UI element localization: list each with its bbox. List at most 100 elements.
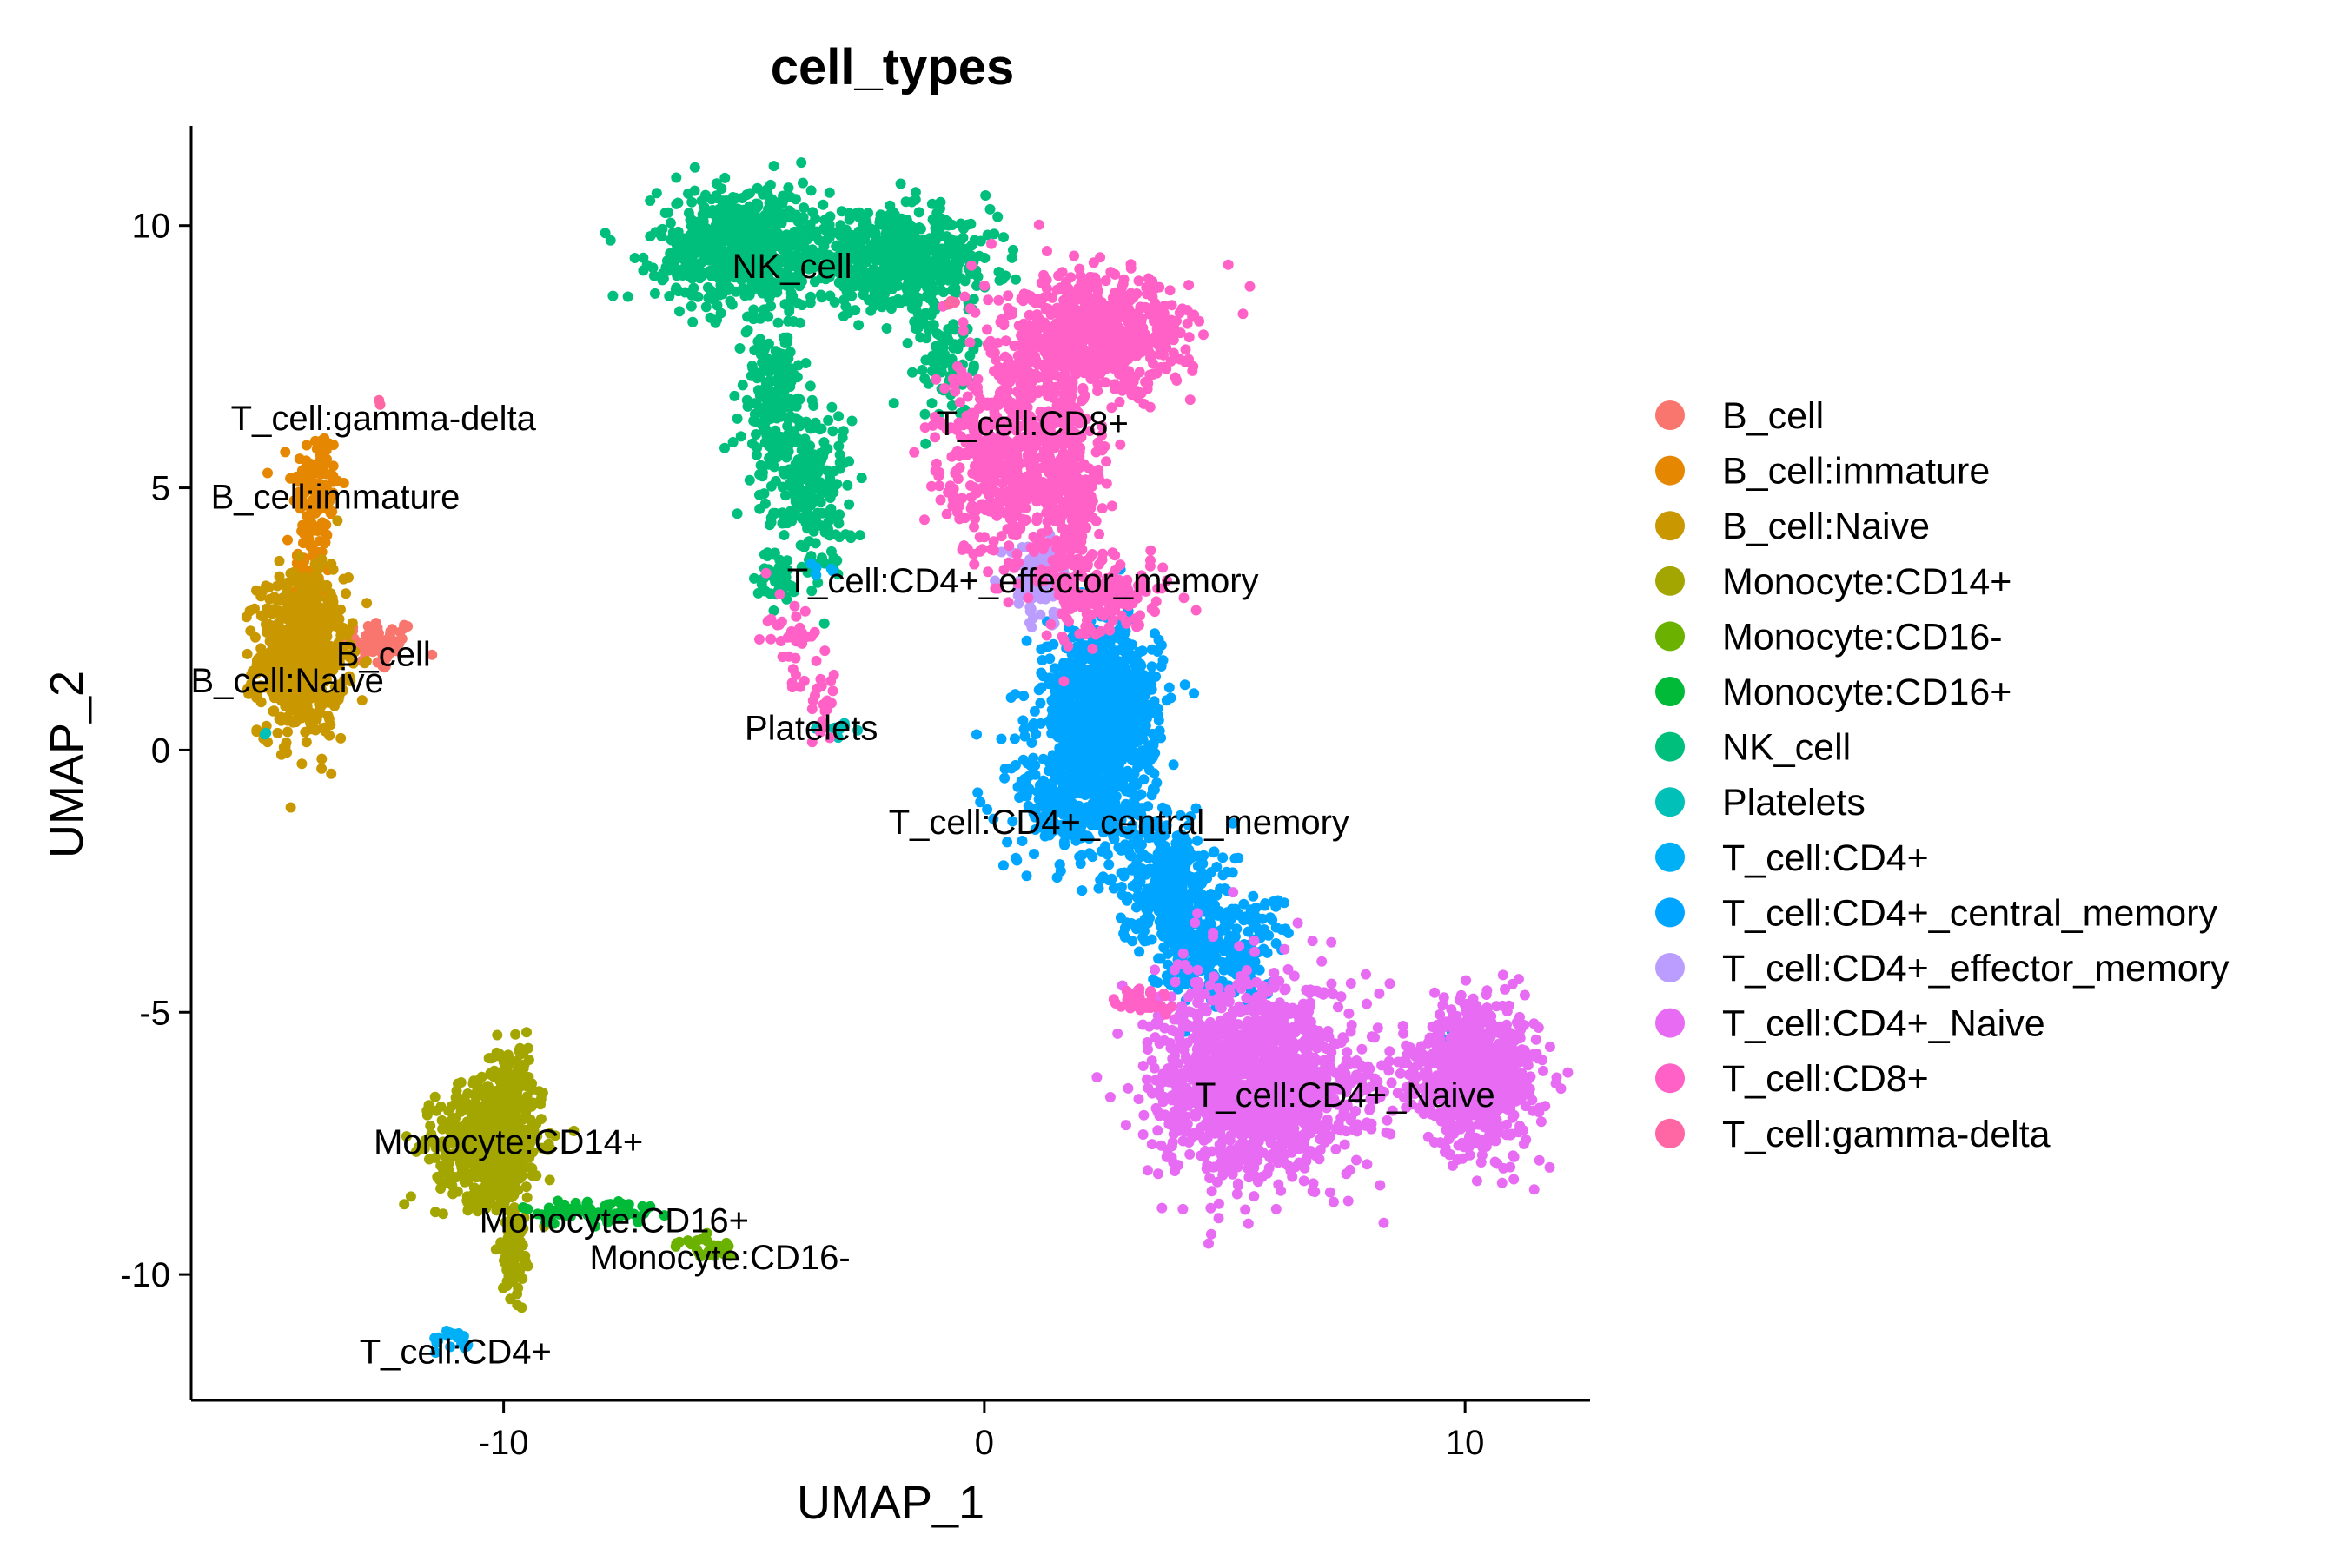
data-point: [752, 442, 763, 453]
data-point: [1087, 851, 1098, 863]
data-point: [811, 515, 822, 526]
data-point: [945, 234, 957, 245]
data-point: [1124, 649, 1136, 660]
data-point: [959, 275, 971, 287]
data-point: [1165, 692, 1176, 704]
data-point: [272, 580, 283, 592]
data-point: [825, 473, 836, 484]
data-point: [906, 268, 918, 278]
data-point: [842, 480, 853, 491]
data-point: [511, 1174, 522, 1186]
data-point: [665, 248, 676, 259]
data-point: [881, 259, 892, 270]
data-point: [1146, 670, 1157, 681]
data-point: [521, 1192, 533, 1203]
data-point: [834, 457, 845, 468]
data-point: [716, 233, 727, 244]
data-point: [797, 462, 808, 473]
data-point: [998, 232, 1009, 243]
data-point: [744, 474, 755, 486]
data-point: [462, 1205, 474, 1216]
data-point: [732, 413, 743, 424]
data-point: [898, 225, 910, 236]
data-point: [277, 682, 288, 692]
data-point: [1125, 710, 1136, 721]
data-point: [622, 291, 633, 302]
data-point: [916, 242, 927, 254]
data-point: [755, 349, 766, 361]
data-point: [301, 440, 312, 451]
data-point: [823, 524, 833, 534]
data-point: [649, 288, 660, 299]
data-point: [405, 1191, 416, 1202]
data-point: [783, 315, 794, 327]
data-point: [762, 551, 773, 561]
data-point: [249, 667, 261, 678]
series-B_cell:immature: [262, 433, 349, 625]
data-point: [503, 1056, 514, 1068]
data-point: [716, 183, 727, 195]
data-point: [787, 291, 799, 302]
data-point: [507, 1069, 519, 1081]
data-point: [700, 301, 712, 313]
data-point: [320, 538, 331, 549]
data-point: [914, 222, 924, 233]
data-point: [324, 730, 335, 741]
data-point: [520, 1181, 532, 1193]
data-point: [686, 229, 696, 241]
data-point: [751, 429, 761, 440]
data-point: [323, 713, 335, 724]
data-point: [483, 1081, 494, 1092]
data-point: [275, 713, 287, 724]
data-point: [1010, 759, 1021, 771]
data-point: [951, 266, 963, 277]
data-point: [1031, 729, 1042, 739]
data-point: [740, 327, 752, 338]
data-point: [513, 1282, 524, 1293]
data-point: [313, 643, 324, 654]
data-point: [935, 196, 946, 208]
data-point: [1134, 678, 1145, 689]
data-point: [427, 649, 438, 660]
data-point: [845, 530, 856, 541]
data-point: [305, 623, 316, 634]
data-point: [272, 654, 283, 665]
data-point: [675, 235, 686, 246]
data-point: [362, 620, 374, 632]
data-point: [316, 435, 328, 447]
data-point: [323, 691, 335, 703]
data-point: [301, 572, 312, 583]
data-point: [282, 534, 293, 546]
data-point: [833, 509, 845, 520]
data-point: [802, 447, 813, 458]
data-point: [686, 301, 697, 312]
data-point: [297, 519, 308, 531]
data-point: [677, 253, 688, 264]
data-point: [1035, 718, 1046, 729]
data-point: [948, 319, 959, 330]
series-B_cell:Naive: [241, 515, 373, 813]
data-point: [798, 177, 808, 189]
data-point: [443, 1105, 454, 1116]
data-point: [1152, 703, 1163, 714]
data-point: [1138, 774, 1150, 785]
data-point: [474, 1169, 485, 1181]
data-point: [829, 296, 840, 308]
data-point: [1094, 764, 1105, 775]
data-point: [771, 388, 782, 400]
data-point: [274, 571, 285, 582]
data-point: [1115, 781, 1126, 792]
data-point: [752, 373, 763, 384]
data-point: [325, 588, 336, 599]
data-point: [922, 290, 933, 301]
data-point: [288, 653, 299, 665]
data-point: [679, 287, 691, 298]
data-point: [1017, 715, 1029, 726]
data-point: [920, 438, 931, 449]
data-point: [806, 394, 818, 406]
data-point: [456, 1168, 467, 1179]
data-point: [291, 705, 302, 717]
data-point: [1125, 685, 1137, 697]
data-point: [994, 275, 1005, 286]
data-point: [738, 211, 749, 222]
